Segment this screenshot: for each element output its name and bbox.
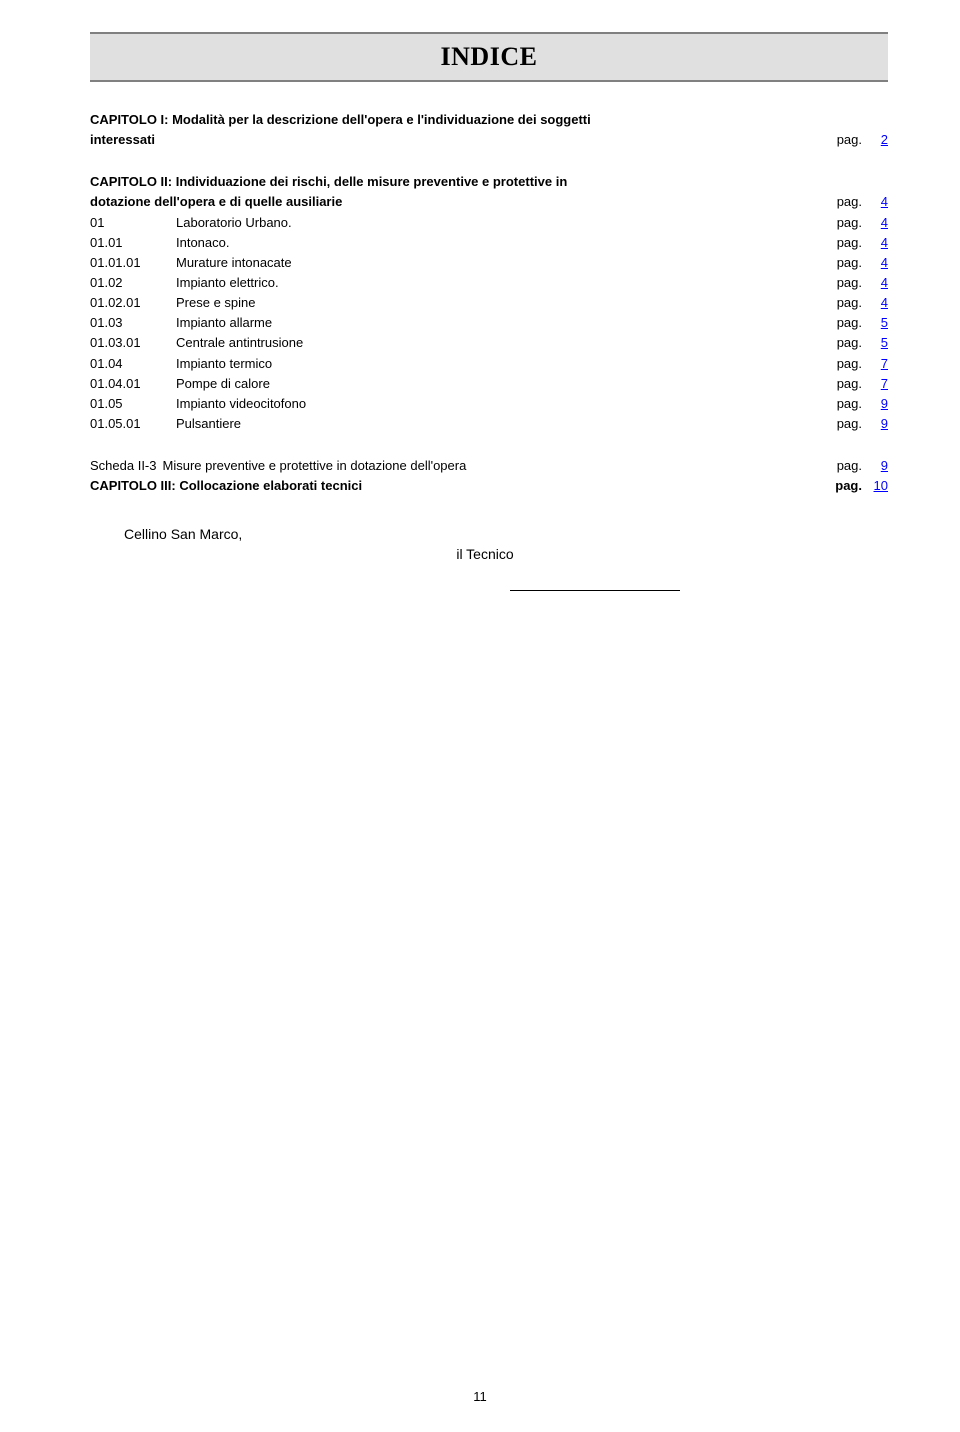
- toc-pag-label: pag.: [833, 374, 866, 394]
- toc-label: Laboratorio Urbano.: [176, 213, 292, 233]
- toc-code: 01.02.01: [90, 293, 176, 313]
- toc-chapter-2: CAPITOLO II: Individuazione dei rischi, …: [90, 172, 888, 434]
- toc-label: Misure preventive e protettive in dotazi…: [163, 456, 467, 476]
- toc-page-link[interactable]: 4: [866, 213, 888, 233]
- toc-pag-label: pag.: [833, 394, 866, 414]
- toc-page-link[interactable]: 10: [866, 476, 888, 496]
- toc-row-entry: 01.03Impianto allarme pag.5: [90, 313, 888, 333]
- toc-label: CAPITOLO II: Individuazione dei rischi, …: [90, 172, 567, 192]
- toc-row-entry: 01.02.01Prese e spine pag.4: [90, 293, 888, 313]
- toc-label: Murature intonacate: [176, 253, 292, 273]
- toc-pag-label: pag.: [833, 273, 866, 293]
- toc-page-link[interactable]: 4: [866, 233, 888, 253]
- toc-page-link[interactable]: 7: [866, 374, 888, 394]
- toc-label: dotazione dell'opera e di quelle ausilia…: [90, 192, 342, 212]
- toc-pag-label: pag.: [833, 192, 866, 212]
- toc-code: Scheda II-3: [90, 456, 163, 476]
- toc-bottom-block: Scheda II-3 Misure preventive e protetti…: [90, 456, 888, 496]
- toc-code: 01.03.01: [90, 333, 176, 353]
- toc-page-link[interactable]: 9: [866, 456, 888, 476]
- toc-row-entry: 01.04Impianto termico pag.7: [90, 354, 888, 374]
- toc-label: Impianto videocitofono: [176, 394, 306, 414]
- toc-pag-label: pag.: [833, 213, 866, 233]
- toc-code: 01.05: [90, 394, 176, 414]
- toc-row-entry: 01.05Impianto videocitofono pag.9: [90, 394, 888, 414]
- toc-page-link[interactable]: 4: [866, 253, 888, 273]
- toc-row-entry: 01.03.01Centrale antintrusione pag.5: [90, 333, 888, 353]
- toc-code: 01.03: [90, 313, 176, 333]
- toc-page-link[interactable]: 9: [866, 414, 888, 434]
- toc-pag-label: pag.: [833, 456, 866, 476]
- toc-code: 01: [90, 213, 176, 233]
- toc-label: Impianto termico: [176, 354, 272, 374]
- toc-row-ch1-line1: CAPITOLO I: Modalità per la descrizione …: [90, 110, 888, 130]
- place-text: Cellino San Marco,: [124, 526, 888, 542]
- toc-label: CAPITOLO III: Collocazione elaborati tec…: [90, 476, 362, 496]
- toc-page-link[interactable]: 7: [866, 354, 888, 374]
- toc-pag-label: pag.: [833, 130, 866, 150]
- toc-page-link[interactable]: 2: [866, 130, 888, 150]
- toc-code: 01.04.01: [90, 374, 176, 394]
- toc-row-entry: 01.02Impianto elettrico. pag.4: [90, 273, 888, 293]
- toc-row-entry: 01.05.01Pulsantiere pag.9: [90, 414, 888, 434]
- toc-chapter-1: CAPITOLO I: Modalità per la descrizione …: [90, 110, 888, 150]
- toc-row-scheda: Scheda II-3 Misure preventive e protetti…: [90, 456, 888, 476]
- tecnico-label: il Tecnico: [400, 546, 570, 562]
- toc-code: 01.02: [90, 273, 176, 293]
- toc-pag-label: pag.: [833, 293, 866, 313]
- toc-pag-label: pag.: [833, 414, 866, 434]
- toc-row-ch2-line1: CAPITOLO II: Individuazione dei rischi, …: [90, 172, 888, 192]
- toc-label: Prese e spine: [176, 293, 256, 313]
- toc-page-link[interactable]: 4: [866, 192, 888, 212]
- toc-label: CAPITOLO I: Modalità per la descrizione …: [90, 110, 591, 130]
- toc-label: interessati: [90, 130, 155, 150]
- toc-row-entry: 01.04.01Pompe di calore pag.7: [90, 374, 888, 394]
- toc-pag-label: pag.: [833, 253, 866, 273]
- toc-row-entry: 01.01.01Murature intonacate pag.4: [90, 253, 888, 273]
- toc-pag-label: pag.: [833, 333, 866, 353]
- signature-block: Cellino San Marco, il Tecnico: [90, 526, 888, 591]
- toc-row-entry: 01Laboratorio Urbano. pag.4: [90, 213, 888, 233]
- index-title-bar: INDICE: [90, 32, 888, 82]
- toc-code: 01.01: [90, 233, 176, 253]
- toc-code: 01.01.01: [90, 253, 176, 273]
- index-title: INDICE: [90, 42, 888, 72]
- toc-page-link[interactable]: 4: [866, 293, 888, 313]
- toc-page-link[interactable]: 5: [866, 313, 888, 333]
- toc-page-link[interactable]: 4: [866, 273, 888, 293]
- toc-pag-label: pag.: [833, 313, 866, 333]
- toc-pag-label: pag.: [833, 354, 866, 374]
- toc-row-entry: 01.01Intonaco. pag.4: [90, 233, 888, 253]
- signature-line: [510, 590, 680, 591]
- toc-code: 01.05.01: [90, 414, 176, 434]
- toc-row-ch2-line2: dotazione dell'opera e di quelle ausilia…: [90, 192, 888, 212]
- toc-row-ch1-line2: interessati pag. 2: [90, 130, 888, 150]
- toc-page-link[interactable]: 9: [866, 394, 888, 414]
- toc-code: 01.04: [90, 354, 176, 374]
- toc-label: Centrale antintrusione: [176, 333, 303, 353]
- toc-label: Pulsantiere: [176, 414, 241, 434]
- toc-pag-label: pag.: [831, 476, 866, 496]
- toc-label: Pompe di calore: [176, 374, 270, 394]
- toc-label: Impianto allarme: [176, 313, 272, 333]
- toc-page-link[interactable]: 5: [866, 333, 888, 353]
- toc-row-ch3: CAPITOLO III: Collocazione elaborati tec…: [90, 476, 888, 496]
- toc-label: Intonaco.: [176, 233, 230, 253]
- toc-label: Impianto elettrico.: [176, 273, 279, 293]
- page-number: 11: [0, 1389, 960, 1404]
- toc-pag-label: pag.: [833, 233, 866, 253]
